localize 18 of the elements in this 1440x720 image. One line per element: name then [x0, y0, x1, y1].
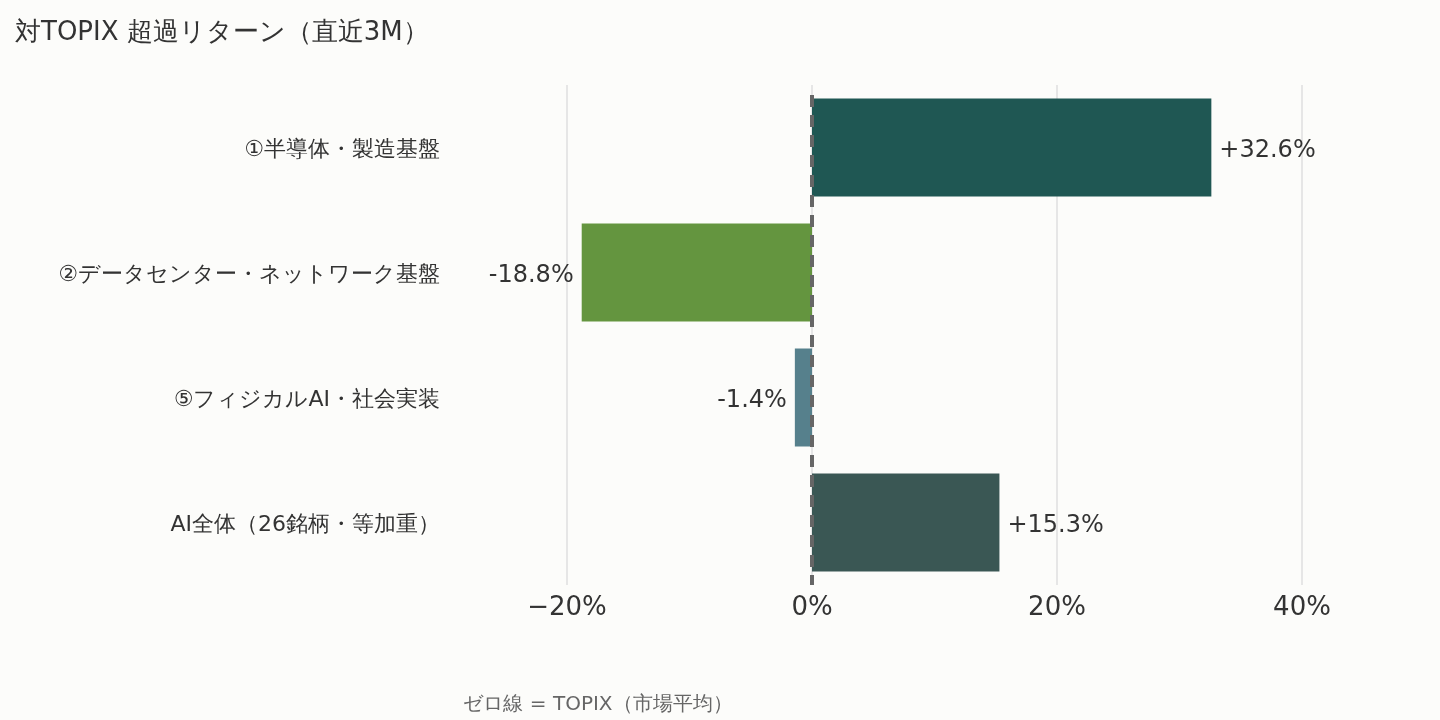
text: ゼロ線 = TOPIX（市場平均） — [463, 691, 733, 715]
data-label: +15.3% — [1007, 509, 1104, 538]
x-tick-label: 20% — [1028, 591, 1086, 621]
x-tick-label: 40% — [1273, 591, 1331, 621]
bar — [794, 348, 812, 447]
y-tick-label: ①半導体・製造基盤 — [244, 135, 440, 161]
y-tick-label: AI全体（26銘柄・等加重） — [170, 510, 440, 536]
x-tick-label: 0% — [791, 591, 833, 621]
bar — [812, 98, 1212, 197]
bar — [581, 223, 812, 322]
x-tick-label: −20% — [527, 591, 607, 621]
data-label: -1.4% — [717, 384, 787, 413]
data-label: +32.6% — [1219, 134, 1316, 163]
data-label: -18.8% — [488, 259, 574, 288]
y-tick-label: ②データセンター・ネットワーク基盤 — [58, 260, 440, 286]
bar — [812, 473, 1000, 572]
y-tick-label: ⑤フィジカルAI・社会実装 — [173, 385, 440, 411]
text: 対TOPIX 超過リターン（直近3M） — [15, 16, 429, 46]
